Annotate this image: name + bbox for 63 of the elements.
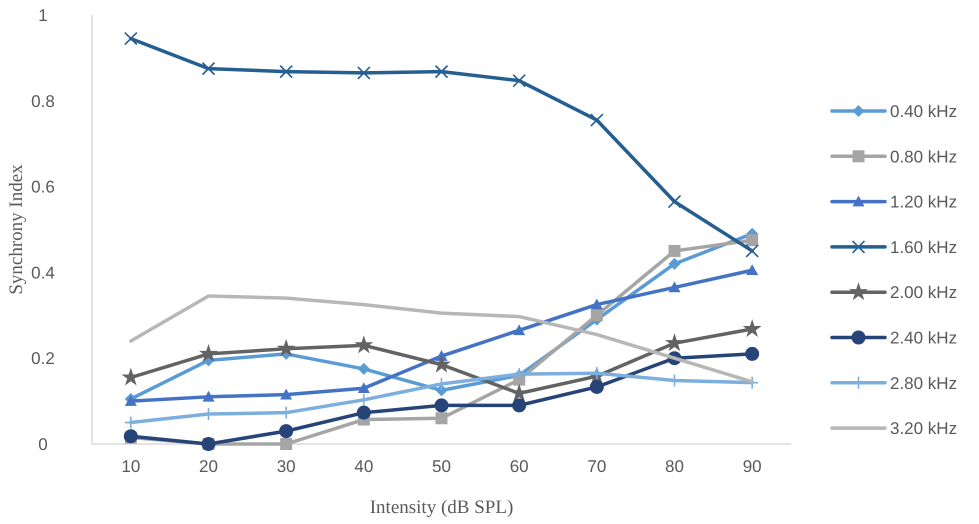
x-tick-label: 30 (276, 457, 296, 476)
x-tick-label: 90 (742, 457, 762, 476)
y-tick-label: 0.8 (31, 92, 55, 111)
point (124, 32, 138, 46)
point (668, 194, 682, 208)
x-tick-label: 20 (199, 457, 218, 476)
x-tick-label: 10 (121, 457, 140, 476)
x-tick-label: 40 (354, 457, 374, 476)
point (357, 393, 371, 407)
y-tick-label: 0.4 (31, 263, 55, 282)
point (356, 406, 371, 420)
point (513, 324, 526, 336)
line-series (129, 294, 754, 384)
y-tick-label: 0.6 (31, 178, 55, 197)
y-tick-label: 0 (38, 434, 48, 454)
point (434, 64, 448, 78)
point (279, 424, 294, 438)
point (590, 113, 604, 127)
point (280, 388, 292, 400)
point (668, 258, 680, 270)
y-tick-label: 0.2 (31, 349, 55, 368)
legend-label: 1.20 kHz (890, 192, 958, 212)
point (434, 398, 448, 412)
point (590, 309, 603, 322)
point (590, 298, 603, 310)
x-tick-label: 80 (665, 457, 684, 476)
legend-label: 2.00 kHz (890, 283, 958, 302)
point (668, 281, 680, 292)
legend-label: 0.80 kHz (890, 147, 958, 166)
point (512, 74, 526, 88)
point (202, 390, 214, 402)
point (434, 377, 448, 391)
point (436, 412, 448, 424)
x-tick-label: 70 (587, 457, 606, 476)
legend-label: 3.20 kHz (890, 419, 958, 438)
point (668, 244, 680, 257)
point (279, 64, 293, 78)
point (276, 338, 296, 357)
point (354, 335, 374, 354)
legend-label: 1.60 kHz (890, 238, 958, 257)
point (590, 380, 604, 394)
point (745, 244, 759, 258)
y-tick-label: 1 (38, 6, 48, 25)
point (745, 346, 760, 361)
legend-label: 2.80 kHz (890, 374, 958, 393)
point (202, 62, 216, 76)
point (358, 382, 370, 394)
point (280, 438, 292, 450)
point (746, 264, 758, 276)
x-tick-label: 50 (432, 457, 451, 476)
point (358, 362, 370, 375)
legend-label: 2.40 kHz (890, 328, 958, 348)
legend-label: 0.40 kHz (890, 102, 958, 121)
point (512, 398, 526, 412)
point (746, 234, 758, 246)
x-tick-label: 60 (510, 457, 529, 476)
point (199, 344, 218, 362)
x-axis-title: Intensity (dB SPL) (370, 497, 514, 518)
point (357, 66, 371, 80)
y-axis-title: Synchrony Index (6, 164, 27, 295)
point (124, 395, 137, 406)
point (742, 319, 762, 338)
point (665, 333, 684, 352)
